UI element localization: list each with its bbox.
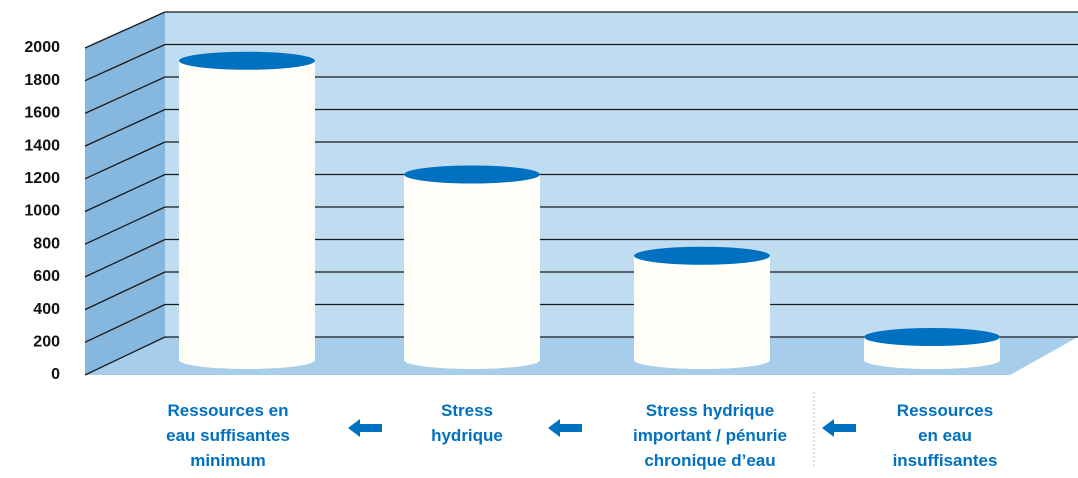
grid-line xyxy=(84,173,166,213)
cylinder-body xyxy=(404,174,540,369)
bar xyxy=(179,51,315,369)
x-tick-label: Ressources en eau suffisantes minimum xyxy=(166,401,290,470)
y-tick-label: 1200 xyxy=(24,170,60,187)
label-line: important / pénurie xyxy=(633,426,787,445)
x-tick-label: Stress hydrique important / pénurie chroni… xyxy=(633,401,787,470)
y-tick-label: 200 xyxy=(33,334,60,351)
cylinder-top xyxy=(864,328,1000,346)
bar xyxy=(634,246,770,369)
grid-line xyxy=(84,76,166,114)
cylinder-top xyxy=(404,165,540,184)
bar xyxy=(404,165,540,369)
grid-line xyxy=(84,11,166,49)
grid-line xyxy=(84,336,166,376)
label-line: Ressources en xyxy=(168,401,289,420)
bar xyxy=(864,328,1000,369)
cylinder-body xyxy=(864,337,1000,369)
arrow xyxy=(348,419,382,437)
y-tick-label: 1000 xyxy=(24,203,60,220)
x-tick-label: Stress hydrique xyxy=(431,401,503,445)
cylinder-body xyxy=(179,60,315,369)
y-tick-label: 400 xyxy=(33,301,60,318)
y-tick-label: 1800 xyxy=(24,72,60,89)
y-tick-label: 600 xyxy=(33,268,60,285)
grid-line xyxy=(84,238,166,278)
y-tick-label: 1400 xyxy=(24,137,60,154)
label-line: eau suffisantes xyxy=(166,426,290,445)
label-line: minimum xyxy=(190,451,266,470)
floor xyxy=(85,337,1078,375)
label-line: Stress hydrique xyxy=(646,401,775,420)
grid-line xyxy=(84,271,166,311)
label-line: hydrique xyxy=(431,426,503,445)
grid-line xyxy=(84,43,166,82)
label-line: insuffisantes xyxy=(893,451,998,470)
label-line: Ressources xyxy=(897,401,993,420)
y-tick-label: 0 xyxy=(51,366,60,383)
y-tick-label: 1600 xyxy=(24,105,60,122)
arrow xyxy=(548,419,582,437)
cylinder-top xyxy=(179,51,315,70)
grid-line xyxy=(84,303,166,343)
arrow xyxy=(822,419,856,437)
label-line: chronique d’eau xyxy=(644,451,775,470)
cylinder-body xyxy=(634,255,770,369)
grid-line xyxy=(84,206,166,245)
y-tick-label: 800 xyxy=(33,235,60,252)
x-tick-label: Ressources en eau insuffisantes xyxy=(893,401,998,470)
cylinder-top xyxy=(634,246,770,265)
grid-line xyxy=(84,108,166,147)
label-line: en eau xyxy=(918,426,972,445)
y-tick-label: 2000 xyxy=(24,39,60,56)
label-line: Stress xyxy=(441,401,493,420)
grid-line xyxy=(84,141,166,180)
